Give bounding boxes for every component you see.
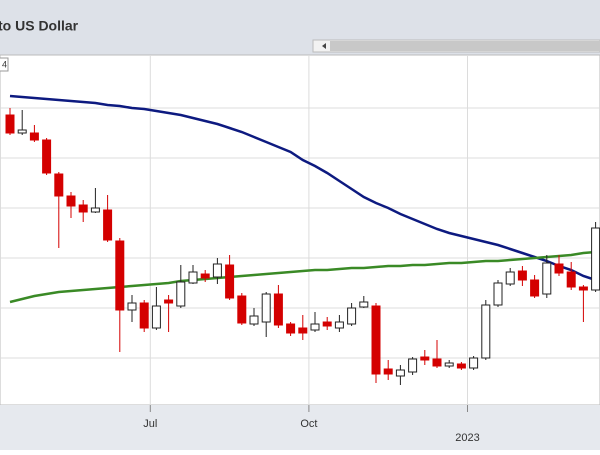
- scroll-left[interactable]: [322, 43, 326, 49]
- candle-body: [188, 271, 198, 284]
- candle-body: [591, 227, 600, 291]
- candle-body: [530, 279, 540, 297]
- candle-body: [444, 362, 454, 367]
- moving-average-line: [9, 94, 596, 282]
- range-label: 4: [2, 59, 7, 69]
- candle-body: [505, 271, 515, 285]
- chart-title: to US Dollar: [0, 18, 79, 34]
- candle-body: [273, 293, 283, 326]
- candle-body: [383, 368, 393, 375]
- candle-body: [517, 270, 527, 281]
- candle-body: [371, 305, 381, 375]
- candle-body: [322, 321, 332, 327]
- candle-body: [408, 358, 418, 373]
- x-tick-label: 2023: [455, 432, 479, 444]
- candle-body: [420, 356, 430, 361]
- candle-body: [176, 281, 186, 307]
- candle-body: [432, 358, 442, 367]
- candle-body: [54, 173, 64, 197]
- candle-body: [566, 271, 576, 288]
- candle-body: [493, 282, 503, 306]
- scroll-thumb[interactable]: [330, 41, 600, 51]
- candle-body: [5, 114, 15, 134]
- candle-body: [286, 323, 296, 334]
- candle-body: [554, 263, 564, 274]
- candle-body: [164, 299, 174, 304]
- candle-body: [347, 307, 357, 325]
- range-box: [0, 57, 9, 72]
- x-tick-label: Jul: [143, 418, 157, 430]
- plot-area: [0, 54, 600, 406]
- candle-body: [139, 302, 149, 329]
- candle-body: [481, 304, 491, 359]
- candle-body: [298, 327, 308, 334]
- candle-body: [542, 262, 552, 295]
- candle-body: [212, 263, 222, 278]
- candle-body: [17, 129, 27, 134]
- x-axis-band: [0, 405, 600, 450]
- candle-body: [359, 301, 369, 308]
- candle-body: [225, 264, 235, 299]
- candle-body: [395, 369, 405, 377]
- candle-body: [115, 240, 125, 311]
- candle-body: [66, 195, 76, 207]
- candle-body: [456, 363, 466, 369]
- x-tick-label: Oct: [300, 418, 317, 430]
- candle-body: [334, 321, 344, 329]
- candle-body: [42, 139, 52, 174]
- candle-body: [249, 315, 259, 325]
- candle-body: [103, 209, 113, 241]
- candle-body: [261, 293, 271, 323]
- candle-body: [78, 204, 88, 213]
- candle-body: [151, 305, 161, 329]
- candle-body: [469, 357, 479, 369]
- candle-body: [310, 323, 320, 331]
- candle-body: [90, 207, 100, 213]
- candle-body: [127, 302, 137, 311]
- candle-body: [578, 286, 588, 291]
- candle-body: [200, 273, 210, 279]
- moving-average-line: [9, 250, 596, 304]
- candle-body: [29, 132, 39, 141]
- candle-body: [237, 295, 247, 324]
